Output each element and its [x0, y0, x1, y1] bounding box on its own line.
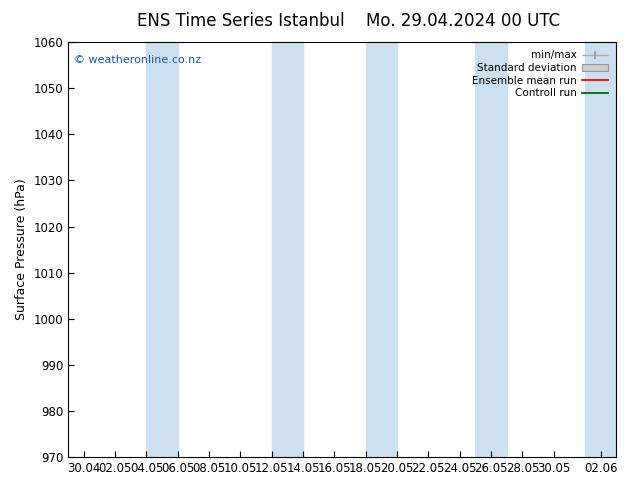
- Bar: [366, 42, 397, 457]
- Bar: [476, 42, 507, 457]
- Bar: [272, 42, 303, 457]
- Bar: [585, 42, 616, 457]
- Legend: min/max, Standard deviation, Ensemble mean run, Controll run: min/max, Standard deviation, Ensemble me…: [469, 47, 611, 101]
- Text: Mo. 29.04.2024 00 UTC: Mo. 29.04.2024 00 UTC: [366, 12, 560, 30]
- Bar: [146, 42, 178, 457]
- Y-axis label: Surface Pressure (hPa): Surface Pressure (hPa): [15, 179, 28, 320]
- Text: © weatheronline.co.nz: © weatheronline.co.nz: [74, 54, 201, 65]
- Text: ENS Time Series Istanbul: ENS Time Series Istanbul: [137, 12, 345, 30]
